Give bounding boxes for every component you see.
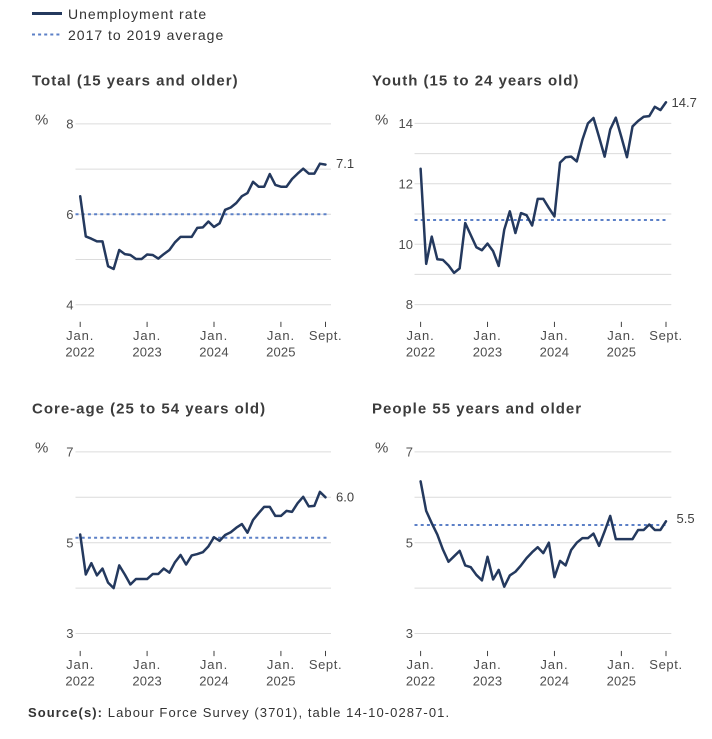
- svg-text:5.5: 5.5: [677, 511, 695, 526]
- svg-text:2017 to 2019 average: 2017 to 2019 average: [68, 27, 224, 43]
- svg-text:2022: 2022: [65, 345, 95, 360]
- svg-text:14.7: 14.7: [672, 95, 697, 110]
- svg-text:Jan.: Jan.: [540, 328, 568, 343]
- svg-text:Source(s): Labour Force Survey: Source(s): Labour Force Survey (3701), t…: [28, 705, 450, 720]
- svg-text:2022: 2022: [406, 674, 436, 689]
- svg-text:Sept.: Sept.: [309, 328, 342, 343]
- svg-text:2025: 2025: [607, 674, 637, 689]
- svg-text:2023: 2023: [132, 345, 162, 360]
- svg-text:14: 14: [399, 116, 413, 131]
- svg-text:12: 12: [399, 176, 413, 191]
- svg-text:Jan.: Jan.: [133, 328, 161, 343]
- svg-text:Unemployment rate: Unemployment rate: [68, 6, 207, 22]
- svg-text:5: 5: [406, 535, 413, 550]
- svg-text:2025: 2025: [266, 674, 296, 689]
- svg-text:7.1: 7.1: [336, 156, 354, 171]
- svg-text:2024: 2024: [540, 674, 570, 689]
- svg-text:Jan.: Jan.: [267, 657, 295, 672]
- svg-text:Jan.: Jan.: [607, 657, 635, 672]
- svg-text:2023: 2023: [473, 345, 503, 360]
- svg-text:%: %: [375, 112, 388, 129]
- svg-text:6.0: 6.0: [336, 490, 354, 505]
- svg-text:People 55 years and older: People 55 years and older: [372, 401, 582, 418]
- svg-text:Jan.: Jan.: [473, 657, 501, 672]
- svg-text:2023: 2023: [473, 674, 503, 689]
- svg-text:Sept.: Sept.: [649, 328, 682, 343]
- svg-text:3: 3: [66, 626, 73, 641]
- svg-text:Jan.: Jan.: [200, 328, 228, 343]
- svg-text:2024: 2024: [199, 674, 229, 689]
- svg-text:Jan.: Jan.: [66, 328, 94, 343]
- svg-text:10: 10: [399, 237, 413, 252]
- svg-text:Sept.: Sept.: [649, 657, 682, 672]
- svg-text:2025: 2025: [607, 345, 637, 360]
- svg-text:5: 5: [66, 535, 73, 550]
- svg-text:2024: 2024: [199, 345, 229, 360]
- svg-text:Jan.: Jan.: [66, 657, 94, 672]
- svg-text:%: %: [35, 112, 48, 129]
- svg-text:8: 8: [66, 117, 73, 132]
- svg-text:Jan.: Jan.: [407, 328, 435, 343]
- svg-text:4: 4: [66, 297, 73, 312]
- svg-text:2023: 2023: [132, 674, 162, 689]
- svg-text:Jan.: Jan.: [267, 328, 295, 343]
- svg-text:7: 7: [66, 445, 73, 460]
- svg-text:2022: 2022: [406, 345, 436, 360]
- svg-text:Sept.: Sept.: [309, 657, 342, 672]
- svg-text:3: 3: [406, 626, 413, 641]
- svg-text:%: %: [35, 440, 48, 457]
- svg-text:Jan.: Jan.: [473, 328, 501, 343]
- svg-text:Jan.: Jan.: [133, 657, 161, 672]
- svg-text:2022: 2022: [65, 674, 95, 689]
- svg-text:6: 6: [66, 207, 73, 222]
- svg-text:7: 7: [406, 445, 413, 460]
- svg-text:%: %: [375, 440, 388, 457]
- svg-text:Total (15 years and older): Total (15 years and older): [32, 73, 239, 90]
- svg-text:Core-age (25 to 54 years old): Core-age (25 to 54 years old): [32, 401, 266, 418]
- svg-text:Jan.: Jan.: [407, 657, 435, 672]
- svg-text:2024: 2024: [540, 345, 570, 360]
- svg-text:8: 8: [406, 297, 413, 312]
- svg-text:Jan.: Jan.: [540, 657, 568, 672]
- svg-text:Jan.: Jan.: [607, 328, 635, 343]
- svg-text:Youth (15 to 24 years old): Youth (15 to 24 years old): [372, 73, 579, 90]
- svg-text:Jan.: Jan.: [200, 657, 228, 672]
- svg-text:2025: 2025: [266, 345, 296, 360]
